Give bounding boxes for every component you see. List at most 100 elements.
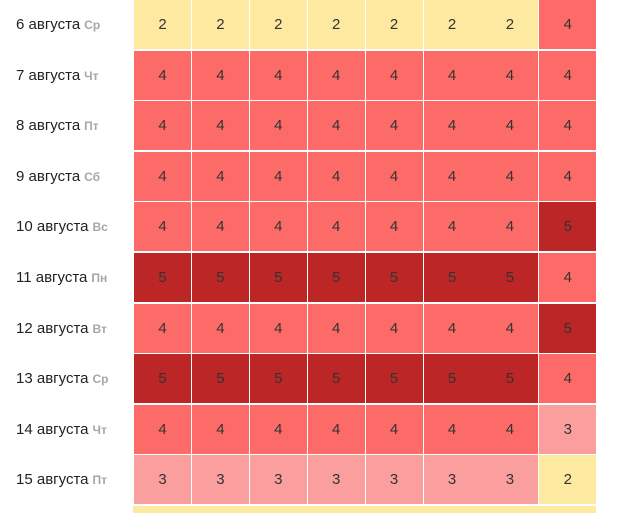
row-date-label: 14 августа Чт <box>16 405 107 455</box>
score-cell: 4 <box>423 151 481 201</box>
score-cell: 4 <box>481 404 539 454</box>
score-cell: 4 <box>481 101 539 151</box>
grid-row: 10 августа Вс 4 4 4 4 4 4 4 5 <box>0 202 631 252</box>
grid-row: 8 августа Пт 4 4 4 4 4 4 4 4 <box>0 101 631 151</box>
row-date-label: 7 августа Чт <box>16 51 98 101</box>
score-cell: 4 <box>423 50 481 100</box>
date-text: 10 августа <box>16 218 89 236</box>
score-cell: 2 <box>423 0 481 49</box>
score-cell: 4 <box>307 404 365 454</box>
date-text: 13 августа <box>16 370 89 388</box>
score-cell: 3 <box>134 455 191 505</box>
score-cell: 4 <box>249 303 307 353</box>
date-text: 7 августа <box>16 66 81 84</box>
date-text: 12 августа <box>16 319 89 337</box>
score-cell: 4 <box>134 202 191 252</box>
score-cell: 4 <box>249 202 307 252</box>
score-cell: 4 <box>191 202 249 252</box>
score-cell: 4 <box>249 151 307 201</box>
score-cell: 4 <box>365 404 423 454</box>
score-cell: 5 <box>191 354 249 404</box>
weekday-text: Пт <box>84 119 99 134</box>
weekday-text: Сб <box>84 169 101 184</box>
score-cell: 4 <box>365 50 423 100</box>
grid-row: 11 августа Пн 5 5 5 5 5 5 5 4 <box>0 253 631 303</box>
score-cell: 4 <box>307 101 365 151</box>
score-cell: 4 <box>423 202 481 252</box>
grid-row: 7 августа Чт 4 4 4 4 4 4 4 4 <box>0 50 631 101</box>
weekday-text: Ср <box>84 18 101 32</box>
weekday-text: Вс <box>92 220 108 235</box>
row-date-label: 12 августа Вт <box>16 304 107 354</box>
row-date-label: 8 августа Пт <box>16 101 99 151</box>
score-cell: 4 <box>539 101 597 151</box>
score-cell: 4 <box>539 354 597 404</box>
grid-row: 9 августа Сб 4 4 4 4 4 4 4 4 <box>0 151 631 202</box>
row-date-label: 6 августа Ср <box>16 0 100 50</box>
score-cell: 4 <box>191 404 249 454</box>
score-cell: 5 <box>481 354 539 404</box>
score-cell: 4 <box>134 151 191 201</box>
score-cell: 2 <box>481 0 539 49</box>
score-cell: 4 <box>307 151 365 201</box>
score-cell: 4 <box>307 303 365 353</box>
grid-row: 12 августа Вт 4 4 4 4 4 4 4 5 <box>0 303 631 354</box>
score-cell: 5 <box>307 253 365 302</box>
score-cell: 4 <box>365 202 423 252</box>
score-cell: 5 <box>365 253 423 302</box>
score-cell: 4 <box>249 404 307 454</box>
row-date-label: 9 августа Сб <box>16 152 100 202</box>
score-cell: 4 <box>539 151 597 201</box>
score-cell: 3 <box>191 455 249 505</box>
score-cell: 4 <box>481 202 539 252</box>
score-cell: 2 <box>539 455 597 505</box>
score-cell: 4 <box>191 303 249 353</box>
score-cell: 4 <box>134 101 191 151</box>
score-cell: 4 <box>423 404 481 454</box>
weekday-text: Вт <box>92 321 107 336</box>
score-cell: 5 <box>134 253 191 302</box>
date-text: 14 августа <box>16 420 89 438</box>
score-cell: 3 <box>365 455 423 505</box>
weekday-text: Чт <box>92 422 107 437</box>
score-cell: 4 <box>134 404 191 454</box>
score-cell: 2 <box>365 0 423 49</box>
weekday-text: Пн <box>91 271 108 285</box>
grid-row: 6 августа Ср 2 2 2 2 2 2 2 4 <box>0 0 631 50</box>
score-cell: 5 <box>539 303 597 353</box>
score-cell: 3 <box>249 455 307 505</box>
weekday-text: Пт <box>92 473 108 488</box>
weekday-text: Ср <box>92 372 109 387</box>
row-date-label: 13 августа Ср <box>16 354 109 404</box>
score-cell: 4 <box>134 303 191 353</box>
score-cell: 5 <box>423 354 481 404</box>
score-cell: 4 <box>539 50 597 100</box>
date-text: 8 августа <box>16 117 81 135</box>
score-cell: 5 <box>249 253 307 302</box>
score-cell: 4 <box>481 151 539 201</box>
score-cell: 4 <box>481 50 539 100</box>
score-cell: 4 <box>307 202 365 252</box>
score-cell: 2 <box>134 0 191 49</box>
score-cell: 4 <box>307 50 365 100</box>
date-text: 15 августа <box>16 471 89 489</box>
score-cell: 4 <box>365 303 423 353</box>
score-cell: 5 <box>249 354 307 404</box>
date-text: 9 августа <box>16 167 81 185</box>
score-cell: 5 <box>481 253 539 302</box>
next-row-partial <box>133 506 596 513</box>
row-date-label: 15 августа Пт <box>16 455 107 505</box>
score-cell: 3 <box>481 455 539 505</box>
score-cell: 5 <box>423 253 481 302</box>
score-cell: 4 <box>191 151 249 201</box>
score-cell: 5 <box>307 354 365 404</box>
score-cell: 4 <box>423 101 481 151</box>
date-text: 6 августа <box>16 16 81 33</box>
score-cell: 4 <box>539 253 597 302</box>
grid-row: 13 августа Ср 5 5 5 5 5 5 5 4 <box>0 354 631 404</box>
score-cell: 4 <box>191 50 249 100</box>
row-date-label: 10 августа Вс <box>16 202 108 252</box>
date-text: 11 августа <box>16 269 88 286</box>
score-cell: 3 <box>539 404 597 454</box>
row-date-label: 11 августа Пн <box>16 253 107 303</box>
